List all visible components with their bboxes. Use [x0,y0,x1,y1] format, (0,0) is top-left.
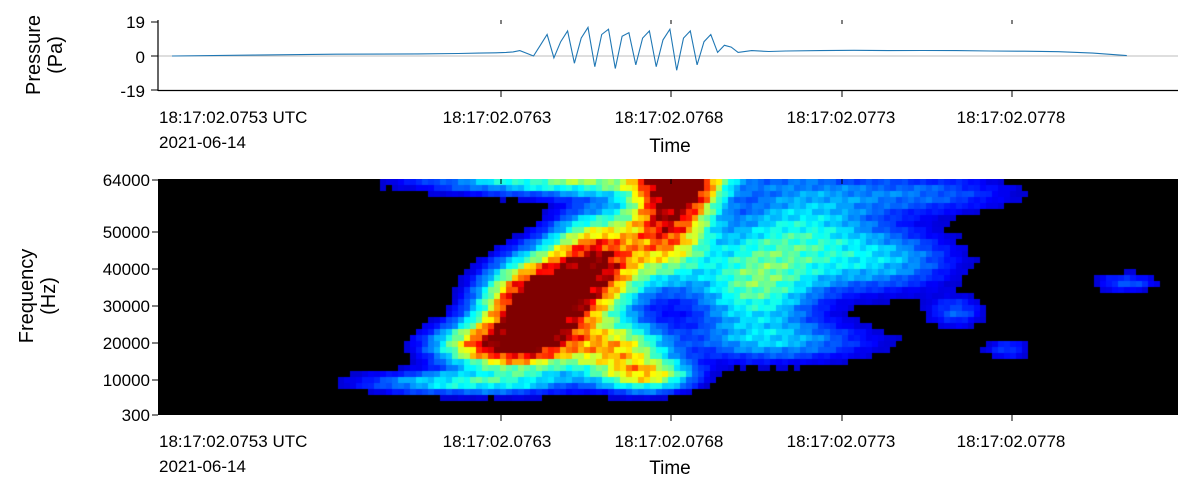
spectrogram-xtick-label: 18:17:02.0763 [443,432,552,451]
pressure-ylabel: Pressure [23,15,45,95]
pressure-panel: Pressure (Pa) 19 0 -19 18:17:02.0753 UTC… [23,13,1178,157]
pressure-ytick-label: 0 [136,48,145,67]
spectrogram-xtick-label: 18:17:02.0753 UTC [159,432,307,451]
pressure-xtick-label: 18:17:02.0773 [787,108,896,127]
spectrogram-ylabel-unit: (Hz) [38,277,60,315]
pressure-ytick-label: -19 [120,82,145,101]
spectrogram-heatmap [158,179,1178,415]
pressure-xtick-label: 18:17:02.0753 UTC [159,108,307,127]
spectrogram-xtick-label: 18:17:02.0773 [787,432,896,451]
spectrogram-ytick-label: 300 [122,406,150,425]
spectrogram-ylabel: Frequency [16,249,38,344]
pressure-ytick-label: 19 [126,13,145,32]
pressure-ylabel-unit: (Pa) [45,36,67,74]
spectrogram-xtick-label: 18:17:02.0768 [615,432,724,451]
spectrogram-panel: Frequency (Hz) 64000 50000 40000 30000 2… [16,171,1178,479]
pressure-xtick-label: 18:17:02.0763 [443,108,552,127]
pressure-xtick-label: 18:17:02.0768 [615,108,724,127]
spectrogram-xtick-date: 2021-06-14 [159,457,246,476]
pressure-xtick-date: 2021-06-14 [159,133,246,152]
pressure-xtick-label: 18:17:02.0778 [957,108,1066,127]
spectrogram-ytick-label: 10000 [103,371,150,390]
spectrogram-ytick-label: 64000 [103,171,150,190]
spectrogram-xtick-label: 18:17:02.0778 [957,432,1066,451]
spectrogram-ytick-label: 50000 [103,223,150,242]
spectrogram-ytick-label: 40000 [103,260,150,279]
pressure-xlabel: Time [649,136,691,157]
spectrogram-image-holder [158,179,1178,415]
spectrogram-ytick-label: 20000 [103,334,150,353]
spectrogram-xlabel: Time [649,458,691,479]
spectrogram-ytick-label: 30000 [103,297,150,316]
pressure-series-line [171,25,1127,71]
